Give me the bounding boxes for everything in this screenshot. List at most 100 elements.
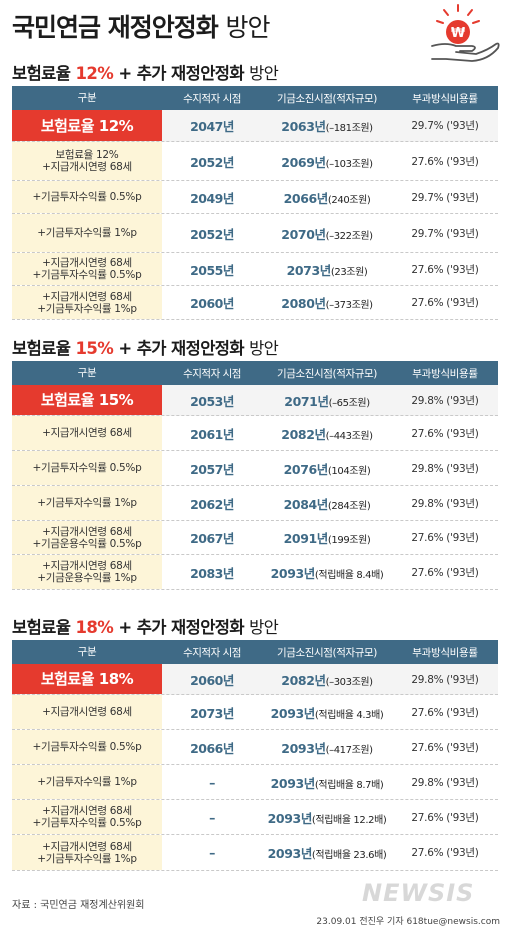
exhaustion-year: 2066년 [283, 190, 329, 206]
scenario-label: +지급개시연령 68세 [42, 706, 132, 718]
won-hand-icon: ₩ [431, 4, 500, 62]
scenario-label: +지급개시연령 68세 +기금투자수익률 0.5%p [32, 257, 142, 281]
section-heading: 보험료율 18% + 추가 재정안정화 방안 [12, 614, 498, 638]
section-heading: 보험료율 12% + 추가 재정안정화 방안 [12, 60, 498, 84]
exhaustion-cell: 2066년(240조원) [262, 188, 392, 207]
exhaustion-year: 2093년 [270, 565, 316, 581]
scenario-label: 보험료율 12% +지급개시연령 68세 [42, 149, 132, 173]
scenario-cell: +지급개시연령 68세 +기금투자수익률 0.5%p [12, 253, 162, 285]
deficit-year: 2060년 [190, 672, 234, 688]
deficit-year: – [209, 845, 215, 860]
table-header: 구분 수지적자 시점 기금소진시점(적자규모) 부과방식비용률 [12, 640, 498, 664]
scenario-label: 보험료율 18% [40, 670, 134, 688]
exhaustion-year: 2073년 [286, 262, 332, 278]
deficit-year: 2060년 [190, 296, 234, 311]
scenario-cell: +기금투자수익률 1%p [12, 214, 162, 252]
deficit-year: – [209, 809, 215, 825]
exhaustion-year: 2082년 [281, 426, 326, 442]
table-row: +지급개시연령 68세 +기금운용수익률 0.5%p 2067년 2091년(199… [12, 521, 498, 555]
header-cell: 부과방식비용률 [412, 367, 478, 380]
exhaustion-year: 2093년 [267, 846, 313, 861]
scenario-cell: 보험료율 15% [12, 385, 162, 415]
exhaustion-cell: 2093년(적립배율 23.6배) [262, 843, 392, 862]
table-row: +기금투자수익률 1%p 2052년 2070년(–322조원) 29.7% ('93… [12, 214, 498, 253]
heading-tail: 재정안정화 [171, 64, 245, 83]
deficit-year: 2062년 [190, 496, 234, 512]
cost-rate: 27.6% ('93년) [411, 427, 479, 440]
exhaustion-cell: 2082년(–443조원) [262, 424, 392, 443]
exhaustion-amount: (적립배율 8.4배) [314, 569, 384, 581]
cost-rate: 29.8% ('93년) [411, 497, 479, 510]
exhaustion-amount: (–322조원) [325, 230, 373, 242]
cost-rate: 29.8% ('93년) [411, 394, 479, 407]
header-cell: 기금소진시점(적자규모) [277, 367, 377, 380]
exhaustion-cell: 2091년(199조원) [262, 528, 392, 547]
data-table: 구분 수지적자 시점 기금소진시점(적자규모) 부과방식비용률 보험료율 18% 2060… [12, 640, 498, 871]
table-row: +기금투자수익률 0.5%p 2066년 2093년(–417조원) 27.6% ('… [12, 730, 498, 765]
exhaustion-year: 2069년 [281, 154, 326, 170]
cost-rate: 29.8% ('93년) [411, 776, 479, 789]
cost-rate: 27.6% ('93년) [411, 297, 479, 309]
exhaustion-amount: (–373조원) [325, 300, 373, 311]
table-header: 구분 수지적자 시점 기금소진시점(적자규모) 부과방식비용률 [12, 86, 498, 110]
heading-prefix: 보험료율 [12, 64, 71, 83]
scenario-cell: +지급개시연령 68세 +기금투자수익률 1%p [12, 286, 162, 319]
scenario-cell: +지급개시연령 68세 [12, 695, 162, 729]
exhaustion-amount: (–417조원) [325, 744, 373, 756]
heading-prefix: 보험료율 [12, 339, 71, 358]
exhaustion-amount: (104조원) [327, 465, 371, 477]
exhaustion-amount: (–443조원) [325, 430, 373, 442]
scenario-label: +지급개시연령 68세 +기금투자수익률 1%p [37, 290, 137, 315]
heading-suffix: + 추가 [118, 339, 166, 358]
watermark: NEWSIS [362, 879, 475, 907]
cost-rate: 29.8% ('93년) [411, 673, 479, 686]
section-2: 보험료율 15% + 추가 재정안정화 방안 구분 수지적자 시점 기금소진시점(적자… [12, 335, 498, 590]
exhaustion-year: 2080년 [281, 296, 326, 311]
scenario-label: +기금투자수익률 0.5%p [32, 462, 142, 474]
section-heading: 보험료율 15% + 추가 재정안정화 방안 [12, 335, 498, 359]
exhaustion-year: 2070년 [281, 226, 326, 242]
cost-rate: 29.7% ('93년) [411, 120, 479, 132]
exhaustion-cell: 2093년(적립배율 12.2배) [262, 808, 392, 827]
table-row: +기금투자수익률 0.5%p 2057년 2076년(104조원) 29.8% ('9… [12, 451, 498, 486]
deficit-year: 2055년 [190, 262, 234, 278]
heading-suffix: + 추가 [118, 64, 166, 83]
scenario-cell: +지급개시연령 68세 [12, 416, 162, 450]
deficit-year: 2073년 [190, 705, 234, 721]
exhaustion-cell: 2093년(적립배율 4.3배) [262, 703, 392, 722]
scenario-label: +지급개시연령 68세 +기금투자수익률 0.5%p [32, 805, 142, 829]
cost-rate: 27.6% ('93년) [411, 741, 479, 754]
exhaustion-amount: (–303조원) [325, 676, 373, 688]
scenario-label: +기금투자수익률 1%p [37, 227, 137, 239]
deficit-year: 2061년 [190, 426, 234, 442]
table-row: 보험료율 12% 2047년 2063년(–181조원) 29.7% ('93년) [12, 110, 498, 142]
scenario-cell: 보험료율 12% [12, 110, 162, 141]
exhaustion-amount: (240조원) [327, 194, 371, 206]
cost-rate: 27.6% ('93년) [411, 847, 479, 859]
cost-rate: 27.6% ('93년) [411, 263, 479, 276]
cost-rate: 29.7% ('93년) [411, 191, 479, 204]
exhaustion-amount: (적립배율 8.7배) [314, 779, 384, 791]
exhaustion-year: 2093년 [281, 740, 326, 756]
deficit-year: – [209, 774, 215, 790]
scenario-label: +지급개시연령 68세 +기금운용수익률 0.5%p [32, 525, 142, 550]
exhaustion-cell: 2093년(적립배율 8.4배) [262, 563, 392, 582]
exhaustion-cell: 2073년(23조원) [262, 260, 392, 279]
cost-rate: 29.8% ('93년) [411, 462, 479, 475]
heading-rate: 12% [75, 64, 114, 83]
heading-tail: 재정안정화 [171, 339, 245, 358]
table-row: 보험료율 12% +지급개시연령 68세 2052년 2069년(–103조원) 27… [12, 142, 498, 181]
exhaustion-cell: 2069년(–103조원) [262, 152, 392, 171]
heading-end: 방안 [249, 618, 279, 637]
deficit-year: 2083년 [190, 565, 234, 581]
exhaustion-year: 2076년 [283, 461, 329, 477]
header-cell: 구분 [77, 92, 97, 104]
scenario-label: 보험료율 15% [40, 391, 134, 409]
header-cell: 기금소진시점(적자규모) [277, 646, 377, 659]
scenario-label: +기금투자수익률 0.5%p [32, 741, 142, 753]
header-cell: 수지적자 시점 [183, 646, 241, 659]
deficit-year: 2052년 [190, 154, 234, 170]
table-row: +기금투자수익률 0.5%p 2049년 2066년(240조원) 29.7% ('9… [12, 181, 498, 214]
scenario-label: +기금투자수익률 1%p [37, 497, 137, 509]
header-cell: 부과방식비용률 [412, 646, 478, 659]
